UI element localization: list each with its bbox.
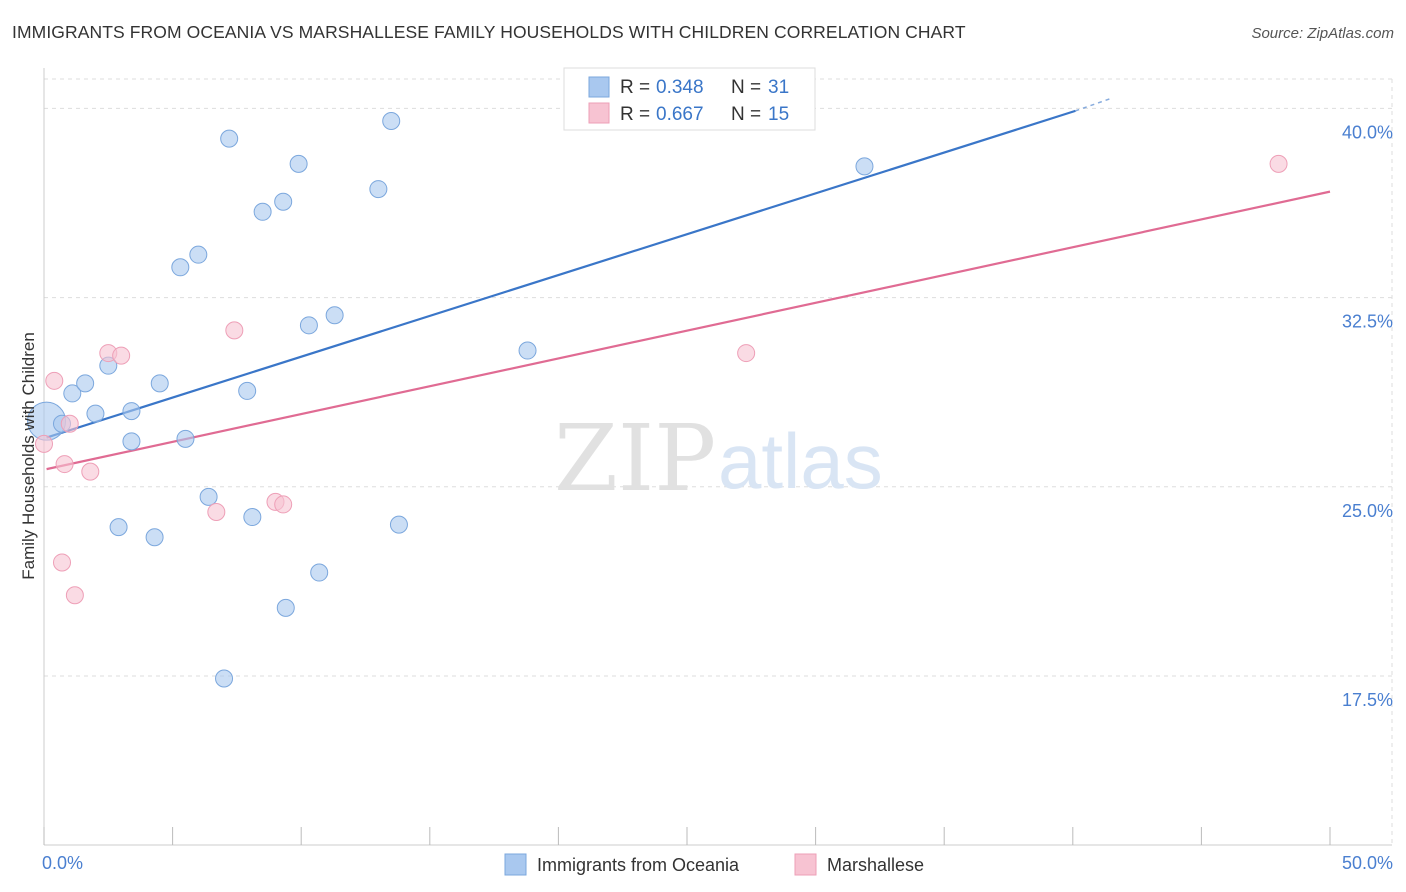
point-oceania	[518, 341, 537, 360]
stats-r-value-oceania: 0.348	[656, 77, 704, 98]
point-marshallese	[53, 553, 72, 572]
point-oceania	[855, 157, 874, 176]
watermark-atlas: atlas	[718, 417, 883, 505]
x-tick-label: 50.0%	[1342, 853, 1393, 873]
point-oceania	[215, 669, 234, 688]
stats-r-value-marshallese: 0.667	[656, 104, 704, 125]
point-oceania	[389, 515, 408, 534]
y-tick-labels: 17.5% 25.0% 32.5% 40.0%	[1342, 122, 1393, 710]
point-marshallese	[81, 462, 100, 481]
chart-title: IMMIGRANTS FROM OCEANIA VS MARSHALLESE F…	[12, 22, 966, 42]
series-legend: Immigrants from Oceania Marshallese	[504, 853, 924, 876]
y-tick-label: 40.0%	[1342, 122, 1393, 142]
point-marshallese	[45, 371, 64, 390]
point-oceania	[299, 316, 318, 335]
point-oceania	[122, 432, 141, 451]
point-oceania	[310, 563, 329, 582]
point-marshallese	[274, 495, 293, 514]
stats-n-value-oceania: 31	[768, 77, 789, 98]
trendlines	[46, 97, 1331, 471]
trendline-oceania	[46, 109, 1076, 439]
point-oceania	[276, 598, 295, 617]
legend-swatch-oceania	[504, 853, 527, 876]
point-oceania	[382, 111, 401, 130]
stats-legend: R = 0.348 N = 31 R = 0.667 N = 15	[563, 67, 816, 131]
legend-swatch-marshallese	[794, 853, 817, 876]
point-marshallese	[60, 414, 79, 433]
point-oceania	[325, 306, 344, 325]
point-marshallese	[55, 455, 74, 474]
point-oceania	[220, 129, 239, 148]
point-oceania	[274, 192, 293, 211]
point-marshallese	[112, 346, 131, 365]
trendline-marshallese	[46, 190, 1331, 471]
stats-r-label-oceania: R =	[620, 77, 650, 98]
stats-legend-swatch-oceania	[588, 76, 610, 98]
axes	[43, 68, 1392, 846]
point-marshallese	[737, 344, 756, 363]
point-oceania	[176, 429, 195, 448]
point-marshallese	[35, 434, 53, 453]
point-oceania	[189, 245, 208, 264]
point-oceania	[289, 154, 308, 173]
point-oceania	[76, 374, 95, 393]
legend-label-marshallese: Marshallese	[827, 855, 924, 875]
trendline-extension	[1075, 97, 1112, 112]
point-oceania	[238, 381, 257, 400]
point-oceania	[243, 508, 262, 527]
point-marshallese	[225, 321, 244, 340]
stats-legend-swatch-marshallese	[588, 102, 610, 124]
point-oceania	[171, 258, 190, 277]
point-oceania	[253, 202, 272, 221]
stats-n-label-marshallese: N =	[731, 104, 761, 125]
point-oceania	[63, 384, 82, 403]
point-oceania	[109, 518, 128, 537]
point-oceania	[145, 528, 164, 547]
x-tick-label: 0.0%	[42, 853, 83, 873]
x-tick-labels: 0.0% 50.0%	[42, 853, 1393, 873]
point-marshallese	[65, 586, 84, 605]
point-oceania	[86, 404, 105, 423]
legend-label-oceania: Immigrants from Oceania	[537, 855, 740, 875]
point-marshallese	[1269, 154, 1288, 173]
y-tick-label: 25.0%	[1342, 501, 1393, 521]
stats-r-label-marshallese: R =	[620, 104, 650, 125]
watermark: ZIP atlas	[554, 405, 883, 512]
y-tick-label: 17.5%	[1342, 690, 1393, 710]
data-points	[27, 111, 1288, 688]
point-oceania	[369, 180, 388, 199]
point-oceania	[150, 374, 169, 393]
point-oceania	[122, 402, 141, 421]
stats-n-value-marshallese: 15	[768, 104, 789, 125]
point-oceania	[199, 487, 218, 506]
watermark-zip: ZIP	[554, 405, 716, 512]
y-axis-label: Family Households with Children	[19, 332, 38, 580]
y-tick-label: 32.5%	[1342, 312, 1393, 332]
source-credit: Source: ZipAtlas.com	[1251, 25, 1394, 42]
stats-n-label-oceania: N =	[731, 77, 761, 98]
point-marshallese	[207, 503, 226, 521]
